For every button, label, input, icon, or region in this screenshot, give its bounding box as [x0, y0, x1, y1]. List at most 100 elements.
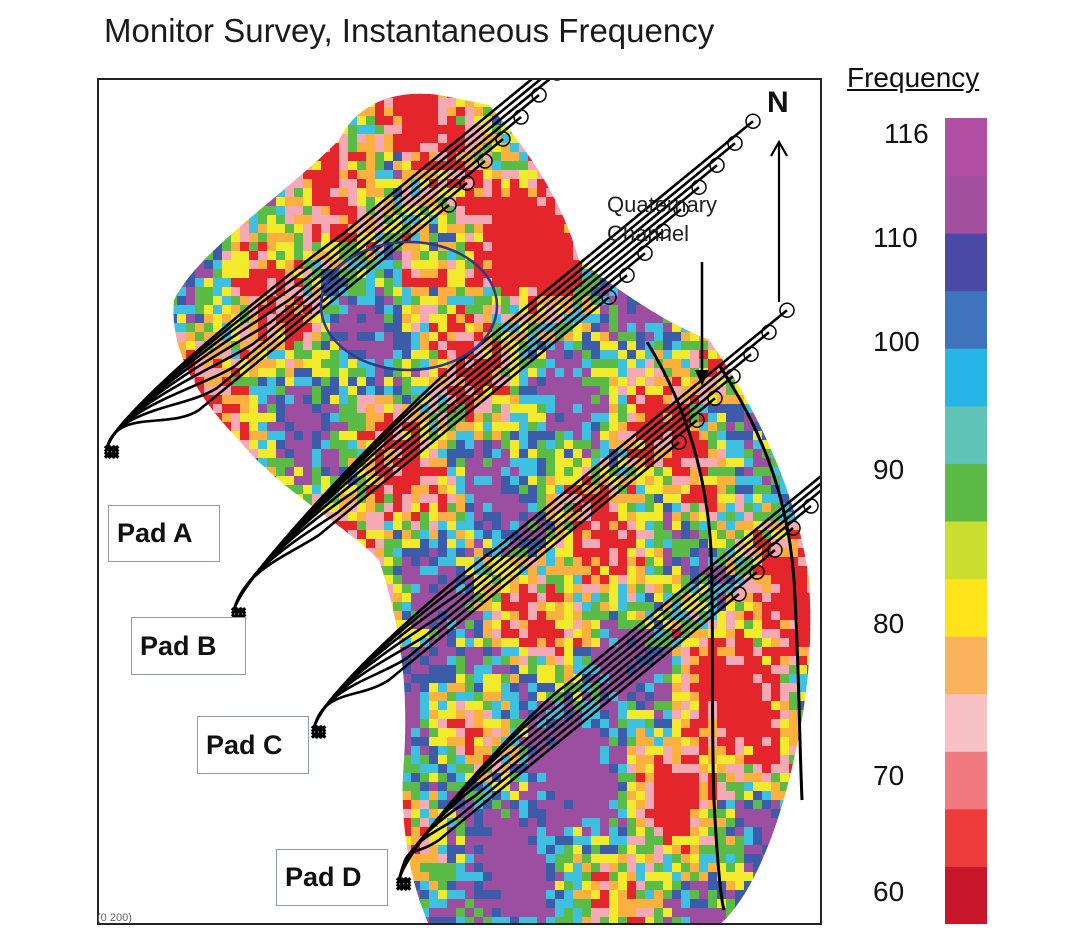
heatmap-cell — [222, 305, 232, 315]
heatmap-cell — [618, 98, 628, 108]
heatmap-cell — [519, 386, 529, 396]
heatmap-cell — [402, 287, 412, 297]
heatmap-cell — [528, 422, 538, 432]
heatmap-cell — [312, 161, 322, 171]
heatmap-cell — [537, 224, 547, 234]
heatmap-cell — [744, 467, 754, 477]
heatmap-cell — [681, 674, 691, 684]
heatmap-cell — [789, 377, 799, 387]
heatmap-cell — [501, 260, 511, 270]
heatmap-cell — [375, 494, 385, 504]
heatmap-cell — [348, 629, 358, 639]
heatmap-cell — [159, 494, 169, 504]
heatmap-cell — [177, 98, 187, 108]
heatmap-cell — [663, 674, 673, 684]
heatmap-cell — [807, 395, 811, 405]
heatmap-cell — [267, 188, 277, 198]
heatmap-cell — [447, 620, 457, 630]
heatmap-cell — [249, 341, 259, 351]
heatmap-cell — [735, 665, 745, 675]
heatmap-cell — [402, 269, 412, 279]
heatmap-cell — [357, 224, 367, 234]
heatmap-cell — [510, 179, 520, 189]
heatmap-cell — [735, 503, 745, 513]
heatmap-cell — [717, 458, 727, 468]
heatmap-cell — [708, 260, 718, 270]
heatmap-cell — [564, 341, 574, 351]
heatmap-cell — [708, 404, 718, 414]
heatmap-cell — [771, 557, 781, 567]
heatmap-cell — [195, 269, 205, 279]
heatmap-cell — [564, 494, 574, 504]
heatmap-cell — [285, 134, 295, 144]
heatmap-cell — [816, 323, 822, 333]
heatmap-cell — [681, 656, 691, 666]
heatmap-cell — [483, 683, 493, 693]
heatmap-cell — [204, 377, 214, 387]
heatmap-cell — [303, 242, 313, 252]
heatmap-cell — [276, 242, 286, 252]
heatmap-cell — [429, 359, 439, 369]
heatmap-cell — [330, 584, 340, 594]
heatmap-cell — [173, 170, 178, 180]
heatmap-cell — [186, 188, 196, 198]
heatmap-cell — [582, 224, 592, 234]
heatmap-cell — [366, 449, 376, 459]
heatmap-cell — [789, 278, 799, 288]
heatmap-cell — [173, 332, 178, 342]
heatmap-cell — [339, 80, 349, 90]
heatmap-cell — [330, 197, 340, 207]
heatmap-cell — [249, 512, 259, 522]
heatmap-cell — [789, 125, 799, 135]
heatmap-cell — [555, 395, 565, 405]
heatmap-cell — [465, 683, 475, 693]
heatmap-cell — [798, 593, 808, 603]
heatmap-cell — [330, 395, 340, 405]
heatmap-cell — [339, 404, 349, 414]
heatmap-cell — [546, 485, 556, 495]
heatmap-cell — [510, 125, 520, 135]
heatmap-cell — [582, 359, 592, 369]
heatmap-cell — [555, 422, 565, 432]
heatmap-cell — [744, 512, 754, 522]
heatmap-cell — [222, 575, 232, 585]
heatmap-cell — [366, 620, 376, 630]
heatmap-cell — [204, 197, 214, 207]
heatmap-cell — [222, 530, 232, 540]
heatmap-cell — [231, 260, 241, 270]
heatmap-cell — [717, 242, 727, 252]
heatmap-cell — [294, 638, 304, 648]
heatmap-cell — [276, 269, 286, 279]
heatmap-cell — [447, 305, 457, 315]
heatmap-cell — [438, 287, 448, 297]
heatmap-cell — [663, 161, 673, 171]
heatmap-cell — [420, 539, 430, 549]
heatmap-cell — [294, 215, 304, 225]
heatmap-cell — [456, 80, 466, 90]
heatmap-cell — [411, 503, 421, 513]
heatmap-cell — [735, 449, 745, 459]
heatmap-cell — [555, 197, 565, 207]
heatmap-cell — [330, 467, 340, 477]
heatmap-cell — [807, 233, 811, 243]
heatmap-cell — [663, 386, 673, 396]
heatmap-cell — [780, 179, 790, 189]
heatmap-cell — [285, 665, 295, 675]
heatmap-cell — [555, 215, 565, 225]
heatmap-cell — [573, 530, 583, 540]
heatmap-cell — [276, 485, 286, 495]
heatmap-cell — [510, 242, 520, 252]
heatmap-cell — [501, 152, 511, 162]
heatmap-cell — [582, 404, 592, 414]
heatmap-cell — [258, 305, 268, 315]
heatmap-cell — [375, 179, 385, 189]
heatmap-cell — [213, 368, 223, 378]
heatmap-cell — [816, 611, 822, 621]
heatmap-cell — [402, 503, 412, 513]
heatmap-cell — [285, 188, 295, 198]
heatmap-cell — [663, 152, 673, 162]
heatmap-cell — [357, 422, 367, 432]
heatmap-cell — [816, 359, 822, 369]
heatmap-cell — [321, 584, 331, 594]
heatmap-cell — [600, 557, 610, 567]
